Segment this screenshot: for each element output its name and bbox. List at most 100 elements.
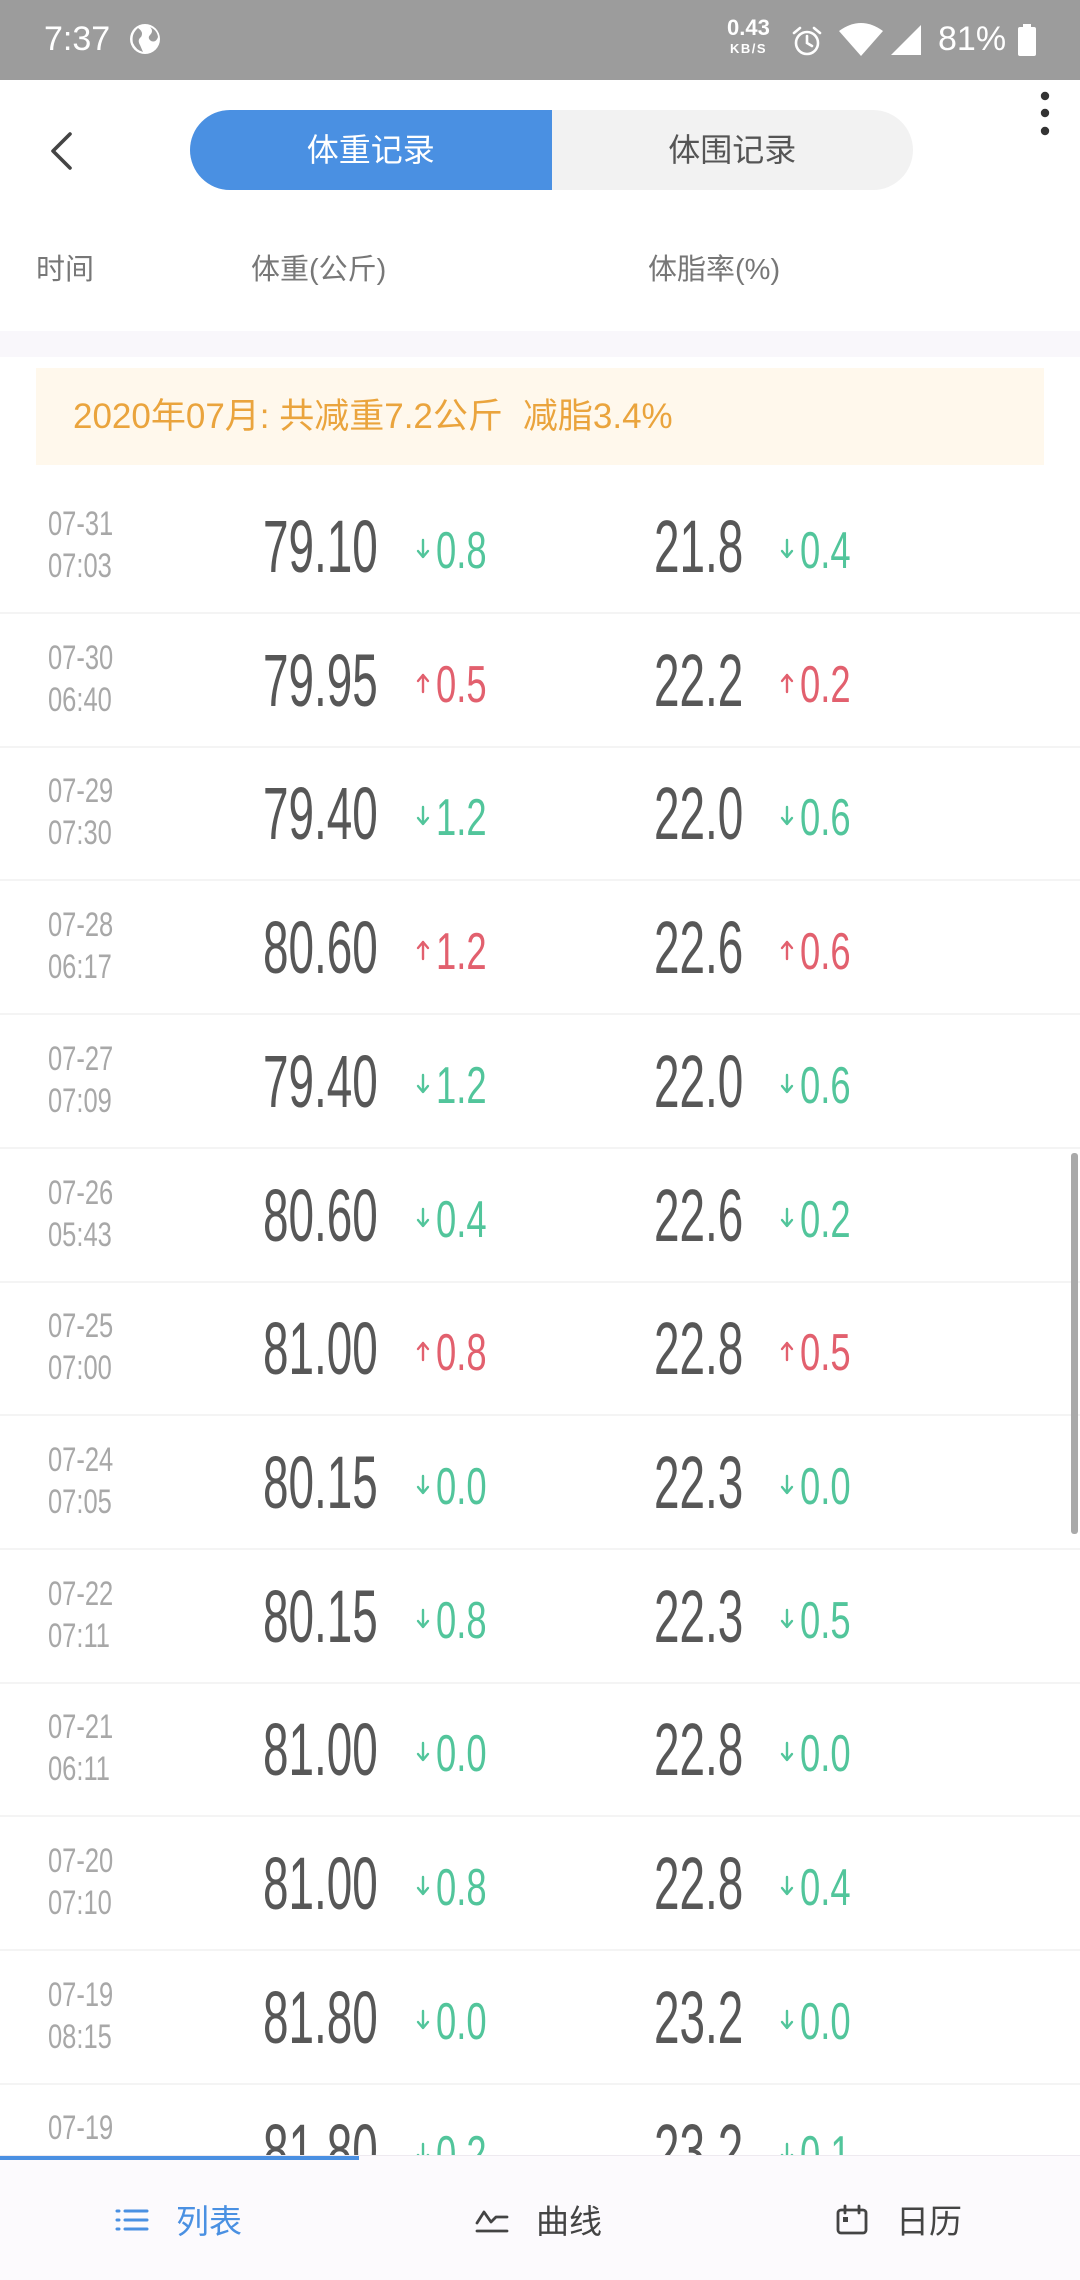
weight-change: 0.8 — [436, 522, 487, 580]
weight-value: 81.00 — [263, 1842, 378, 1925]
arrow-down-icon — [780, 2009, 794, 2031]
arrow-down-icon — [416, 1073, 430, 1095]
body-fat-change: 0.6 — [800, 923, 851, 982]
nav-tab-list[interactable]: 列表 — [0, 2156, 360, 2280]
weight-value: 81.80 — [263, 1975, 378, 2059]
weight-change: 0.8 — [436, 1324, 487, 1383]
record-time: 07:05 — [48, 1482, 112, 1521]
column-header-weight: 体重(公斤) — [251, 254, 387, 286]
nav-label-list: 列表 — [176, 2203, 242, 2240]
weight-change: 0.8 — [436, 1859, 487, 1917]
more-vertical-icon[interactable] — [1036, 88, 1054, 140]
arrow-down-icon — [780, 1875, 794, 1897]
arrow-up-icon — [780, 1340, 794, 1362]
body-fat-value: 22.3 — [654, 1440, 744, 1524]
weight-change: 1.2 — [436, 789, 487, 848]
body-fat-value: 22.0 — [654, 1039, 744, 1123]
weight-value: 81.00 — [263, 1307, 378, 1391]
weight-value: 79.10 — [263, 505, 378, 588]
record-date: 07-19 — [48, 2109, 114, 2148]
record-date: 07-20 — [48, 1842, 114, 1880]
record-time: 07:30 — [48, 814, 112, 853]
record-row[interactable]: 07-25 07:00 81.00 0.8 22.8 0.5 — [0, 1282, 1080, 1417]
record-time: 07:10 — [48, 1884, 112, 1922]
record-row[interactable]: 07-29 07:30 79.40 1.2 22.0 0.6 — [0, 747, 1080, 882]
record-row[interactable]: 07-26 05:43 80.60 0.4 22.6 0.2 — [0, 1149, 1080, 1283]
record-time: 07:03 — [48, 547, 112, 585]
back-arrow-icon[interactable] — [48, 131, 74, 171]
body-fat-value: 23.2 — [654, 2109, 744, 2155]
arrow-down-icon — [416, 1207, 430, 1229]
body-fat-change: 0.4 — [800, 522, 851, 580]
record-row[interactable]: 07-21 06:11 81.00 0.0 22.8 0.0 — [0, 1683, 1080, 1818]
network-speed-unit: KB/S — [730, 41, 768, 56]
record-date: 07-26 — [48, 1173, 114, 1212]
tab-weight-record[interactable]: 体重记录 — [190, 110, 552, 190]
arrow-down-icon — [780, 538, 794, 560]
arrow-down-icon — [416, 1608, 430, 1630]
weight-change: 0.0 — [436, 1457, 487, 1516]
body-fat-value: 22.0 — [654, 772, 744, 856]
record-row[interactable]: 07-24 07:05 80.15 0.0 22.3 0.0 — [0, 1416, 1080, 1550]
weight-change: 0.4 — [436, 1190, 487, 1249]
record-row[interactable]: 07-27 07:09 79.40 1.2 22.0 0.6 — [0, 1015, 1080, 1149]
record-date: 07-21 — [48, 1708, 114, 1747]
arrow-up-icon — [780, 939, 794, 961]
nav-tab-curve[interactable]: 曲线 — [360, 2156, 720, 2280]
body-fat-change: 0.2 — [800, 655, 851, 714]
arrow-down-icon — [780, 1207, 794, 1229]
record-row[interactable]: 07-30 06:40 79.95 0.5 22.2 0.2 — [0, 614, 1080, 748]
calendar-icon — [834, 2204, 870, 2236]
weight-value: 80.60 — [263, 1173, 378, 1257]
arrow-down-icon — [416, 1741, 430, 1763]
scrollbar[interactable] — [1071, 1153, 1078, 1534]
weight-change: 0.2 — [436, 2088, 487, 2155]
body-fat-change: 0.5 — [800, 1324, 851, 1383]
section-divider — [0, 331, 1080, 357]
arrow-down-icon — [780, 805, 794, 827]
arrow-down-icon — [416, 805, 430, 827]
arrow-down-icon — [416, 2009, 430, 2031]
arrow-down-icon — [780, 1741, 794, 1763]
tab-body-measure-record[interactable]: 体围记录 — [668, 132, 797, 168]
nav-label-calendar: 日历 — [896, 2203, 962, 2240]
record-time: 07:09 — [48, 1081, 112, 1120]
record-time: 05:43 — [48, 1215, 112, 1254]
record-time: 07:11 — [48, 1616, 110, 1655]
arrow-down-icon — [780, 1608, 794, 1630]
arrow-up-icon — [416, 939, 430, 961]
record-list[interactable]: 07-31 07:03 79.10 0.8 21.8 0.4 07-30 06:40 79.95… — [0, 480, 1080, 2155]
bottom-navigation: 列表 曲线 日历 — [0, 2155, 1080, 2280]
record-date: 07-31 — [48, 505, 114, 543]
weight-value: 81.00 — [263, 1708, 378, 1792]
nav-tab-calendar[interactable]: 日历 — [720, 2156, 1080, 2280]
record-time: 06:40 — [48, 680, 112, 719]
weight-value: 80.15 — [263, 1574, 378, 1658]
record-row[interactable]: 07-22 07:11 80.15 0.8 22.3 0.5 — [0, 1550, 1080, 1684]
arrow-down-icon — [416, 1875, 430, 1897]
weight-value: 81.80 — [263, 2109, 378, 2155]
arrow-down-icon — [416, 2142, 430, 2155]
arrow-down-icon — [780, 1474, 794, 1496]
record-row[interactable]: 07-19 81.80 0.2 23.2 0.1 — [0, 2084, 1080, 2155]
record-date: 07-22 — [48, 1574, 114, 1613]
globe-icon — [129, 23, 161, 55]
arrow-down-icon — [780, 2142, 794, 2155]
record-row[interactable]: 07-20 07:10 81.00 0.8 22.8 0.4 — [0, 1817, 1080, 1951]
arrow-up-icon — [416, 1340, 430, 1362]
body-fat-value: 22.6 — [654, 906, 744, 990]
record-row[interactable]: 07-31 07:03 79.10 0.8 21.8 0.4 — [0, 480, 1080, 614]
body-fat-change: 0.4 — [800, 1859, 851, 1917]
list-icon — [114, 2204, 150, 2236]
record-date: 07-19 — [48, 1975, 114, 2014]
record-row[interactable]: 07-19 08:15 81.80 0.0 23.2 0.0 — [0, 1951, 1080, 2085]
status-bar: 7:37 0.43 KB/S 81% — [0, 0, 1080, 80]
record-time: 06:11 — [48, 1750, 110, 1789]
record-row[interactable]: 07-28 06:17 80.60 1.2 22.6 0.6 — [0, 881, 1080, 1016]
record-type-tabs: 体重记录 体围记录 — [190, 110, 913, 190]
body-fat-change: 0.0 — [800, 1457, 851, 1516]
weight-value: 80.60 — [263, 906, 378, 990]
weight-change: 0.5 — [436, 655, 487, 714]
weight-change: 0.0 — [436, 1725, 487, 1784]
signal-icon — [890, 24, 922, 56]
